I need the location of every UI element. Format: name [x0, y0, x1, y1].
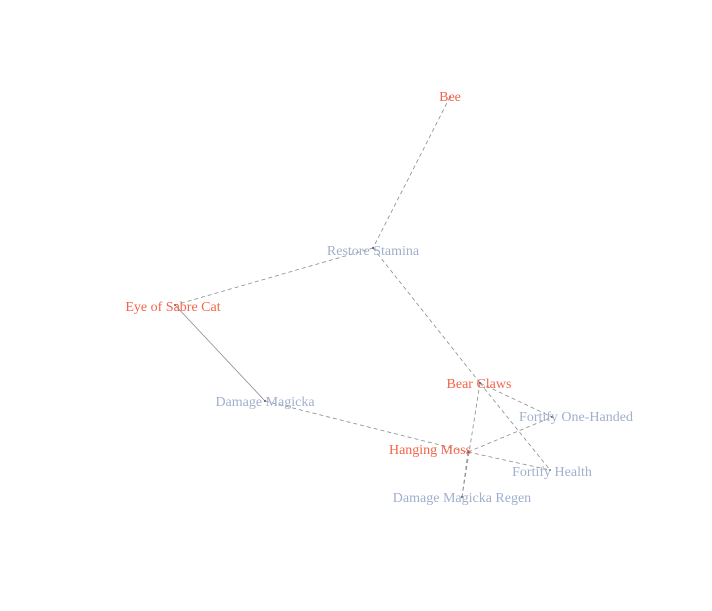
node-fortify-one-handed: Fortify One-Handed: [519, 410, 633, 425]
node-anchor-dot: [174, 304, 176, 306]
node-anchor-dot: [479, 382, 481, 384]
node-anchor-dot: [467, 451, 469, 453]
node-bear-claws: Bear Claws: [447, 377, 512, 392]
edges-layer: [174, 96, 553, 498]
node-label-bee: Bee: [439, 90, 461, 105]
node-label-restore-stamina: Restore Stamina: [327, 244, 420, 259]
node-fortify-health: Fortify Health: [512, 465, 592, 480]
node-anchor-dot: [551, 416, 553, 418]
node-damage-magicka: Damage Magicka: [215, 395, 315, 410]
edge-hanging-moss-to-fortify-one-handed: [467, 416, 553, 453]
node-anchor-dot: [461, 496, 463, 498]
node-anchor-dot: [549, 469, 551, 471]
node-restore-stamina: Restore Stamina: [327, 244, 420, 259]
node-label-hanging-moss: Hanging Moss: [389, 443, 471, 458]
edge-restore-stamina-to-eye-of-sabre-cat: [174, 247, 374, 306]
node-label-damage-magicka-regen: Damage Magicka Regen: [393, 491, 531, 506]
node-bee: Bee: [439, 90, 461, 105]
node-damage-magicka-regen: Damage Magicka Regen: [393, 491, 531, 506]
edge-bear-claws-to-fortify-health: [479, 382, 551, 471]
nodes-layer: Bee Restore Stamina Eye of Sabre Cat Damage…: [125, 90, 633, 506]
edge-bear-claws-to-damage-magicka-regen: [461, 382, 481, 498]
node-eye-of-sabre-cat: Eye of Sabre Cat: [125, 300, 220, 315]
node-anchor-dot: [372, 247, 374, 249]
node-label-damage-magicka: Damage Magicka: [215, 395, 315, 410]
node-label-bear-claws: Bear Claws: [447, 377, 512, 392]
edge-restore-stamina-to-bear-claws: [372, 247, 481, 384]
edge-bee-to-restore-stamina: [372, 96, 451, 249]
node-label-fortify-one-handed: Fortify One-Handed: [519, 410, 633, 425]
node-anchor-dot: [449, 96, 451, 98]
edge-hanging-moss-to-damage-magicka-regen: [461, 451, 469, 498]
edge-eye-of-sabre-cat-to-damage-magicka: [174, 304, 266, 402]
node-label-eye-of-sabre-cat: Eye of Sabre Cat: [125, 300, 220, 315]
node-hanging-moss: Hanging Moss: [389, 443, 471, 458]
node-label-fortify-health: Fortify Health: [512, 465, 592, 480]
edge-bear-claws-to-fortify-one-handed: [479, 382, 553, 418]
node-anchor-dot: [264, 400, 266, 402]
